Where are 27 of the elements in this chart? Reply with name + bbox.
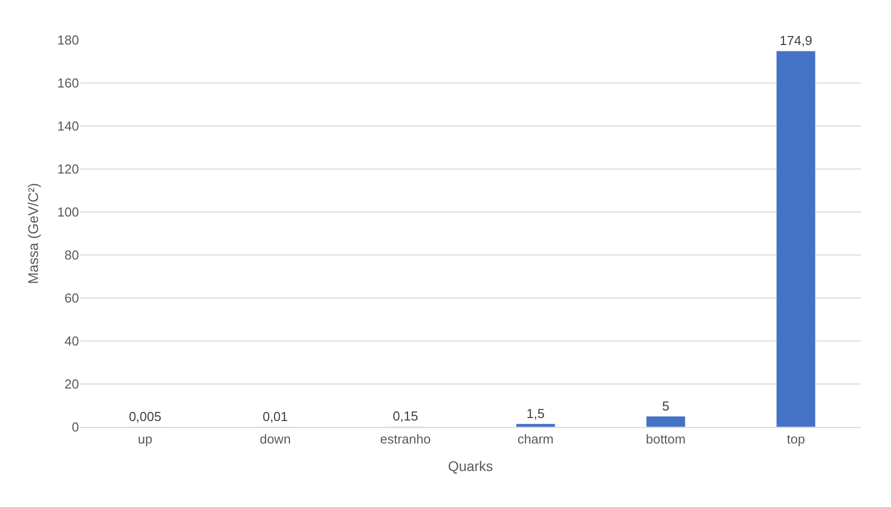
y-tick-label: 40 [64, 334, 79, 349]
x-axis-title: Quarks [448, 458, 494, 474]
x-tick-label: estranho [380, 432, 431, 447]
bar [646, 416, 686, 427]
y-tick-label: 60 [64, 290, 79, 306]
y-tick-label: 0 [72, 420, 79, 435]
data-label: 174,9 [780, 32, 812, 48]
bar [516, 424, 556, 427]
x-tick-label: down [260, 432, 291, 447]
y-tick-label: 20 [64, 376, 79, 392]
y-tick-label: 100 [57, 204, 79, 220]
x-tick-label: bottom [646, 432, 686, 447]
x-tick-label: top [786, 432, 805, 447]
y-tick-label: 160 [57, 76, 79, 91]
data-label: 0,15 [392, 408, 418, 424]
y-tick-label: 180 [57, 32, 79, 48]
data-label: 1,5 [526, 406, 545, 421]
y-tick-label: 120 [57, 162, 79, 177]
y-tick-label: 140 [57, 118, 79, 134]
x-tick-label: up [138, 432, 152, 447]
data-label: 5 [662, 398, 670, 414]
data-label: 0,005 [128, 408, 162, 424]
data-label: 0,01 [262, 408, 288, 424]
x-tick-label: charm [518, 432, 554, 447]
y-tick-label: 80 [64, 248, 79, 263]
bar [776, 50, 816, 427]
y-axis-title: Massa (GeV/C²) [24, 182, 41, 284]
